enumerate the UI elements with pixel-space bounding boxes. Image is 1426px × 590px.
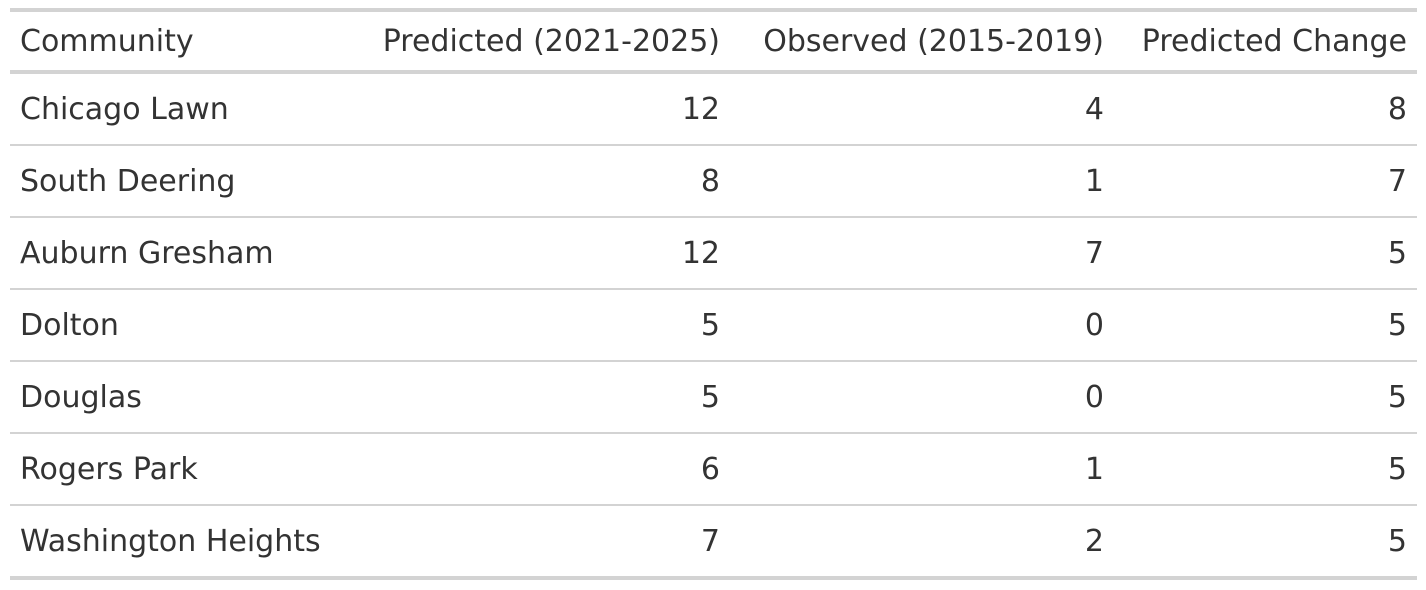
column-header-community: Community [20, 23, 194, 59]
cell-observed: 0 [1084, 379, 1104, 415]
cell-change: 5 [1387, 523, 1407, 559]
cell-change: 7 [1387, 163, 1407, 199]
cell-observed: 0 [1084, 307, 1104, 343]
cell-community: Chicago Lawn [20, 91, 229, 127]
table-row: Douglas 5 0 5 [10, 361, 1417, 433]
table-row: Dolton 5 0 5 [10, 289, 1417, 361]
column-header-predicted: Predicted (2021-2025) [382, 23, 720, 59]
table-header: Community Predicted (2021-2025) Observed… [10, 10, 1417, 72]
cell-community: Douglas [20, 379, 142, 415]
cell-observed: 4 [1084, 91, 1104, 127]
cell-community: Rogers Park [20, 451, 198, 487]
header-row: Community Predicted (2021-2025) Observed… [10, 10, 1417, 72]
cell-observed: 2 [1084, 523, 1104, 559]
cell-observed: 7 [1084, 235, 1104, 271]
table-row: Auburn Gresham 12 7 5 [10, 217, 1417, 289]
cell-change: 8 [1387, 91, 1407, 127]
table-row: Washington Heights 7 2 5 [10, 505, 1417, 578]
column-header-change: Predicted Change [1141, 23, 1407, 59]
cell-community: Dolton [20, 307, 119, 343]
cell-predicted: 5 [700, 307, 720, 343]
cell-predicted: 8 [700, 163, 720, 199]
cell-predicted: 7 [700, 523, 720, 559]
table-body: Chicago Lawn 12 4 8 South Deering 8 1 7 … [10, 72, 1417, 578]
cell-observed: 1 [1084, 451, 1104, 487]
community-table: Community Predicted (2021-2025) Observed… [10, 8, 1417, 580]
table-container: Community Predicted (2021-2025) Observed… [10, 8, 1417, 580]
column-header-observed: Observed (2015-2019) [763, 23, 1104, 59]
cell-community: South Deering [20, 163, 236, 199]
cell-change: 5 [1387, 235, 1407, 271]
table-row: South Deering 8 1 7 [10, 145, 1417, 217]
cell-predicted: 12 [681, 91, 720, 127]
cell-change: 5 [1387, 379, 1407, 415]
cell-community: Auburn Gresham [20, 235, 274, 271]
cell-predicted: 6 [700, 451, 720, 487]
cell-predicted: 12 [681, 235, 720, 271]
cell-change: 5 [1387, 451, 1407, 487]
table-row: Rogers Park 6 1 5 [10, 433, 1417, 505]
table-row: Chicago Lawn 12 4 8 [10, 72, 1417, 145]
cell-observed: 1 [1084, 163, 1104, 199]
cell-change: 5 [1387, 307, 1407, 343]
cell-community: Washington Heights [20, 523, 321, 559]
cell-predicted: 5 [700, 379, 720, 415]
